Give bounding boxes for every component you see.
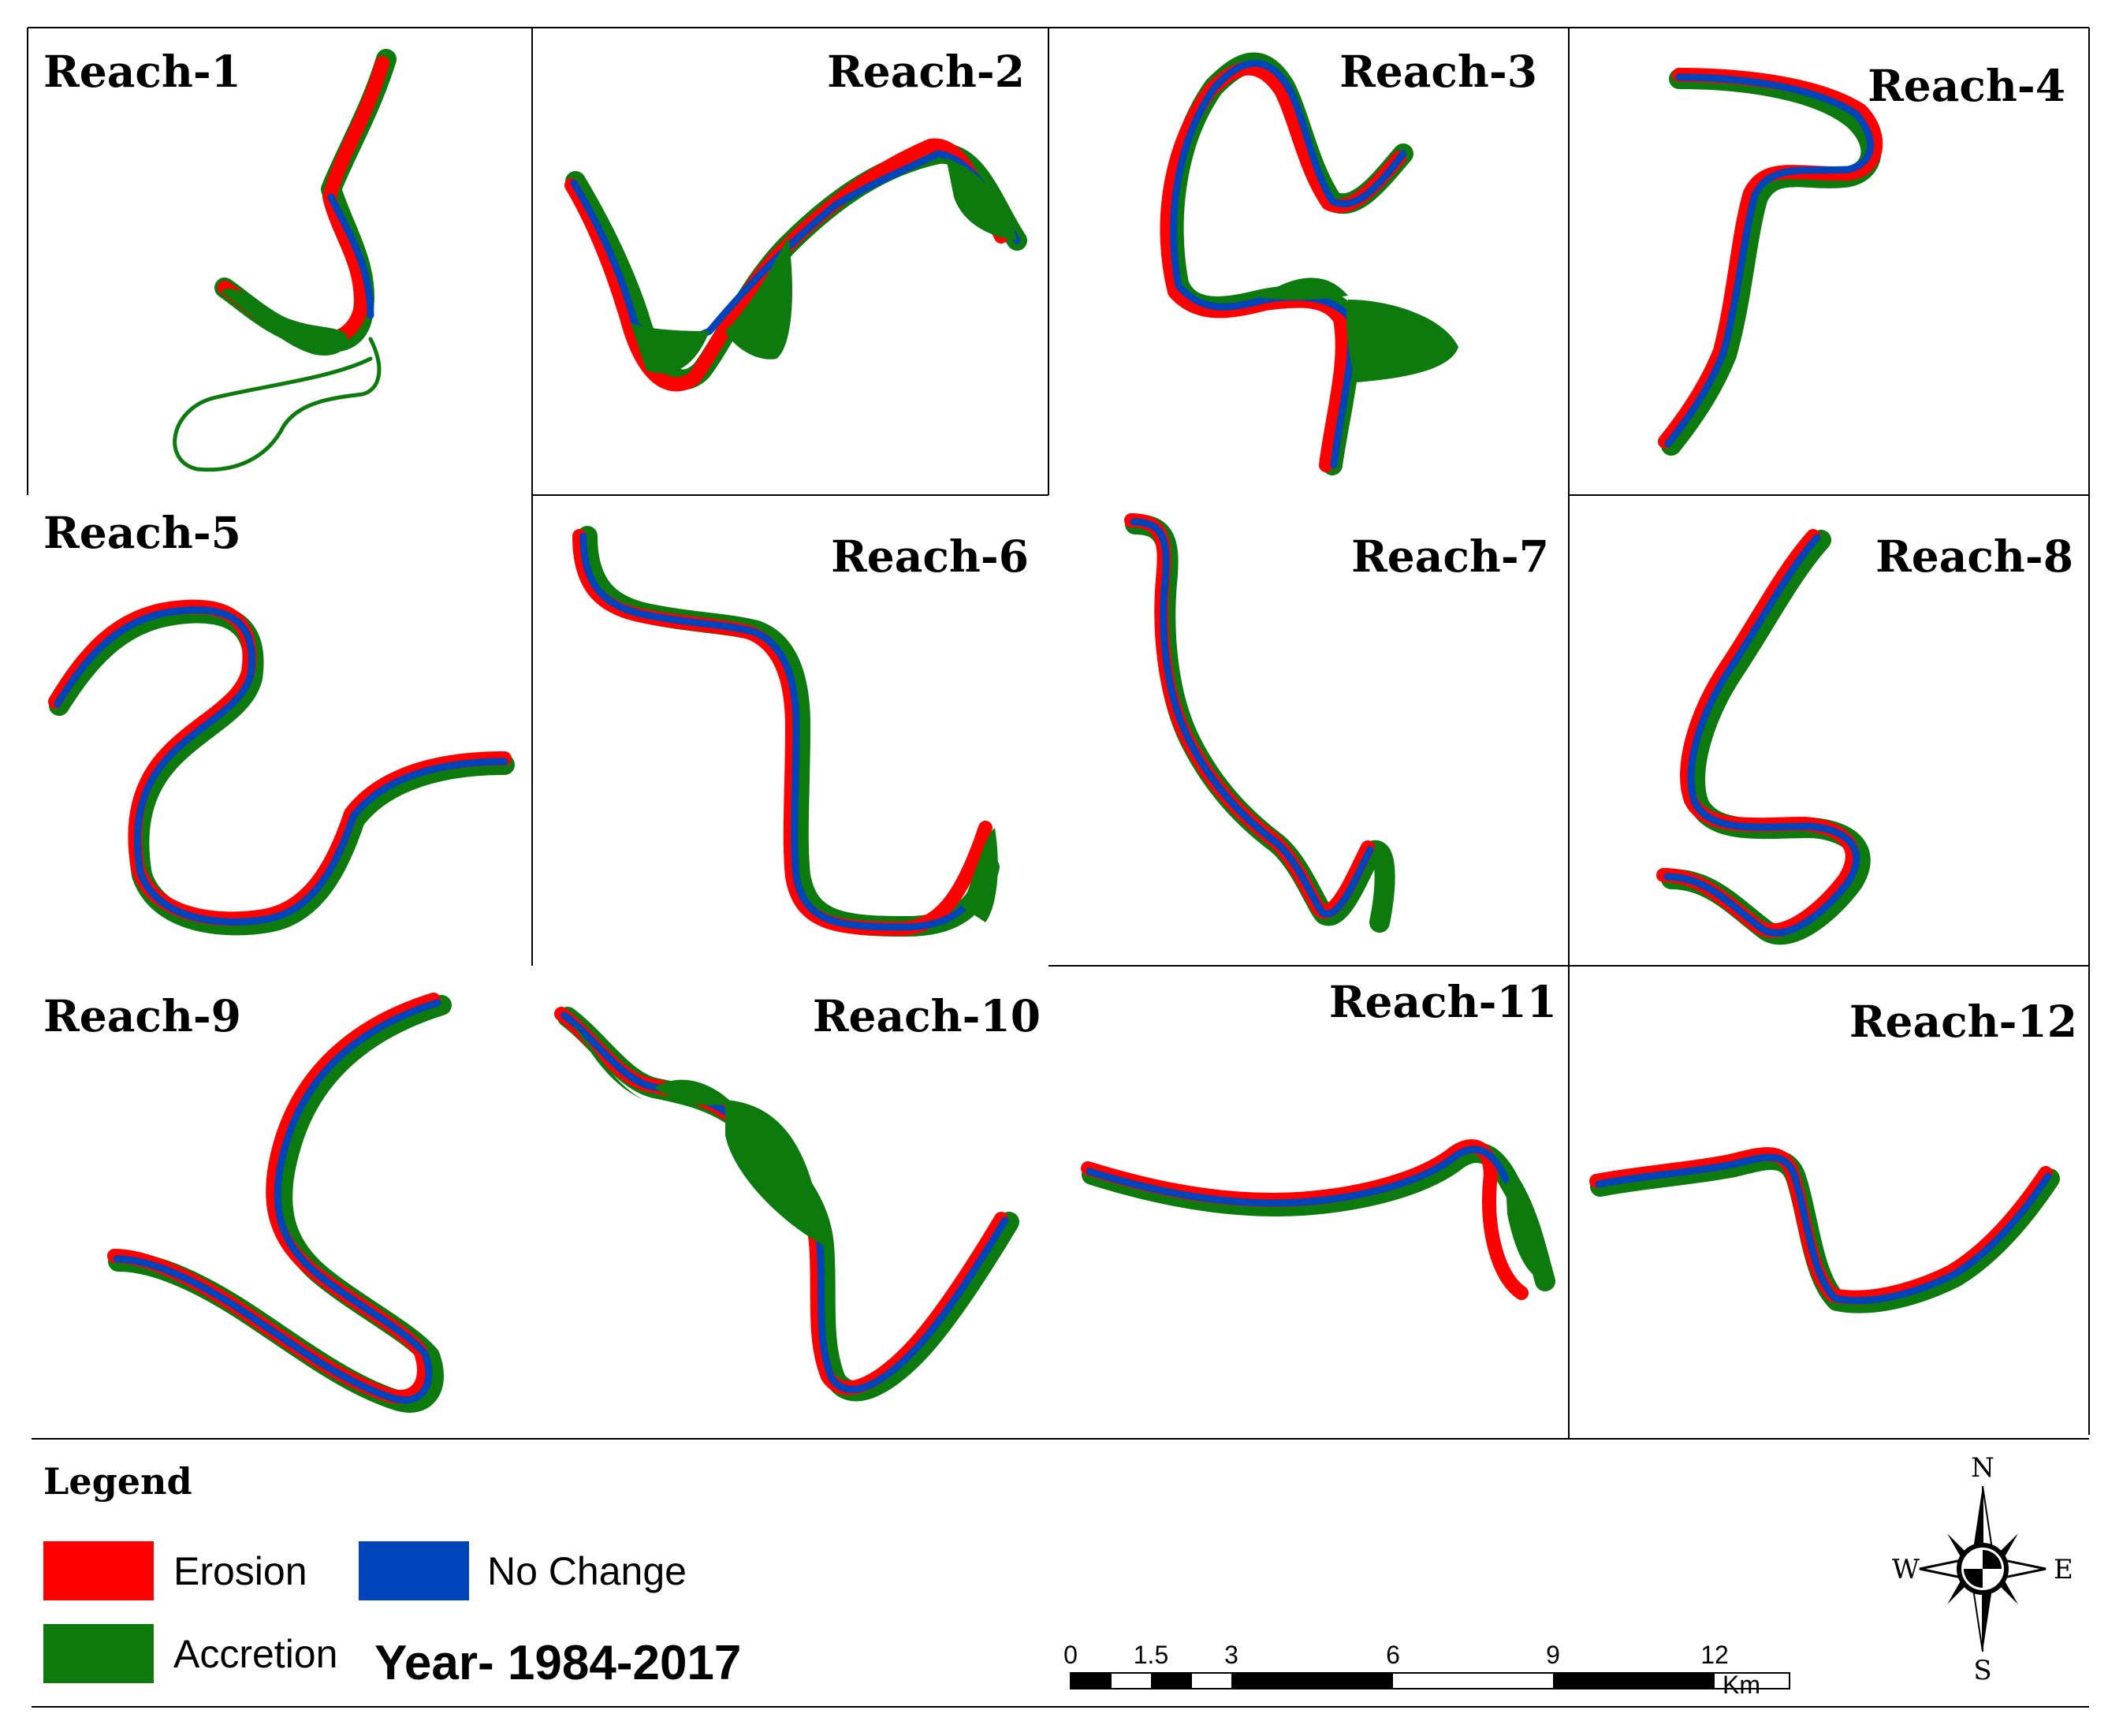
scale-unit: Km (1723, 1671, 1760, 1699)
compass-east: E (2054, 1554, 2073, 1585)
reach-10-label: Reach-10 (813, 990, 1041, 1041)
compass-north: N (1971, 1452, 1994, 1484)
reach-8-label: Reach-8 (1875, 531, 2073, 582)
reach-4-label: Reach-4 (1868, 60, 2065, 111)
year-caption: Year- 1984-2017 (374, 1636, 741, 1690)
reach-9-channel (107, 993, 452, 1413)
reach-7-channel (1124, 513, 1395, 933)
reach-3-channel (1160, 52, 1458, 475)
reach-1-channel (173, 49, 397, 472)
reach-3-label: Reach-3 (1339, 46, 1537, 97)
legend-label-accretion: Accretion (173, 1632, 337, 1676)
reach-10-channel (554, 1007, 1019, 1402)
legend-swatch-erosion (43, 1541, 154, 1600)
legend-label-no-change: No Change (487, 1549, 687, 1593)
reach-1-label: Reach-1 (43, 46, 241, 97)
legend-swatch-no-change (359, 1541, 469, 1600)
scale-tick-0: 0 (1063, 1641, 1078, 1669)
legend-title: Legend (43, 1460, 192, 1503)
compass-south: S (1973, 1655, 1991, 1686)
scale-tick-1-5: 1.5 (1134, 1641, 1168, 1669)
reach-7-label: Reach-7 (1351, 531, 1549, 582)
reach-12-label: Reach-12 (1849, 996, 2077, 1047)
reach-2-label: Reach-2 (827, 46, 1025, 97)
scale-tick-3: 3 (1224, 1641, 1238, 1669)
compass-west: W (1892, 1554, 1920, 1585)
scale-bar: 0 1.5 3 6 9 12 Km (1063, 1641, 1790, 1699)
reach-12-channel (1589, 1147, 2060, 1313)
reach-11-channel (1081, 1139, 1555, 1300)
scale-tick-12: 12 (1700, 1641, 1729, 1669)
scale-tick-9: 9 (1546, 1641, 1560, 1669)
reach-6-channel (572, 526, 1000, 937)
compass-rose-icon: N S E W (1892, 1452, 2073, 1686)
reach-2-channel (564, 138, 1027, 392)
scale-tick-6: 6 (1386, 1641, 1400, 1669)
reach-4-channel (1658, 68, 1883, 456)
reach-8-channel (1656, 529, 1871, 945)
reach-9-label: Reach-9 (43, 990, 241, 1041)
reach-11-label: Reach-11 (1329, 976, 1557, 1027)
reach-5-label: Reach-5 (43, 507, 241, 558)
legend-swatch-accretion (43, 1624, 154, 1683)
panel-frames (27, 27, 2090, 1708)
reach-6-label: Reach-6 (831, 531, 1029, 582)
legend-label-erosion: Erosion (173, 1549, 307, 1593)
reach-5-channel (48, 599, 515, 936)
